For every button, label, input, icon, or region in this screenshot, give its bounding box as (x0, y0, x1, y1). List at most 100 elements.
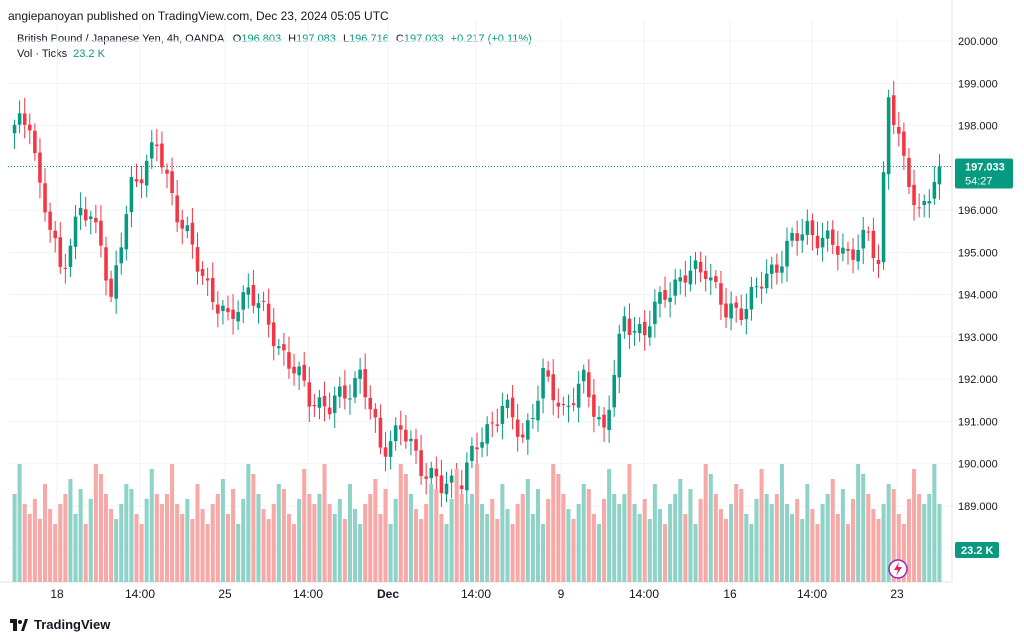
x-tick-label: 14:00 (797, 587, 827, 601)
volume-bar (647, 519, 652, 582)
candle-body (292, 366, 296, 374)
volume-bar (576, 504, 581, 582)
volume-bar (271, 504, 276, 582)
candle-body (673, 279, 677, 296)
candle-body (785, 240, 789, 267)
x-tick-label: 9 (558, 587, 565, 601)
candle-body (282, 344, 286, 351)
volume-bar (109, 509, 114, 582)
volume-bar (170, 464, 175, 582)
candle-body (205, 278, 210, 281)
y-tick-label: 191.000 (958, 416, 998, 428)
volume-bar (683, 514, 688, 582)
volume-bar (912, 469, 917, 582)
volume-badge (955, 542, 999, 558)
x-tick-label: 18 (50, 587, 64, 601)
volume-bar (840, 489, 845, 582)
volume-bar (566, 509, 571, 582)
candle-body (419, 450, 423, 476)
candle-body (881, 172, 886, 263)
volume-bar (144, 499, 149, 582)
volume-bar (424, 504, 429, 582)
candle-body (495, 424, 500, 426)
volume-bar (63, 494, 68, 582)
volume-bar (119, 504, 124, 582)
volume-bar (891, 489, 896, 582)
volume-bar (474, 464, 480, 582)
x-tick-label: 14:00 (461, 587, 491, 601)
candle-body (373, 408, 378, 418)
volume-bar (129, 489, 134, 582)
volume-bar (332, 514, 337, 582)
volume-bar (439, 514, 444, 582)
volume-bar (561, 494, 566, 582)
candle-body (937, 166, 942, 185)
volume-bar (851, 499, 856, 582)
candle-body (68, 245, 73, 267)
volume-bar (276, 484, 281, 582)
volume-bar (754, 499, 759, 582)
volume-bar (510, 524, 515, 582)
candle-body (790, 232, 794, 241)
candle-body (459, 485, 464, 490)
volume-bar (413, 509, 419, 582)
volume-bar (723, 519, 729, 582)
candle-body (368, 397, 373, 410)
candle-body (343, 385, 347, 399)
volume-bar (835, 514, 840, 582)
candle-body (134, 179, 139, 182)
candle-body (439, 475, 444, 494)
candle-body (251, 285, 256, 306)
volume-bar (657, 509, 662, 582)
volume-bar (256, 494, 261, 582)
candle-body (922, 201, 926, 206)
candle-body (607, 409, 611, 431)
volume-bar (246, 464, 251, 582)
volume-bar (48, 509, 53, 582)
candle-body (353, 378, 357, 398)
candle-body (185, 225, 190, 232)
volume-label[interactable]: Vol · Ticks (17, 48, 68, 60)
candle-body (734, 302, 738, 308)
volume-bar (134, 514, 139, 582)
volume-bar (327, 504, 332, 582)
volume-bar (825, 494, 830, 582)
volume-bar (749, 524, 754, 582)
high-value: 197.083 (296, 33, 336, 45)
candle-body (327, 407, 332, 415)
volume-bar (871, 509, 876, 582)
candle-body (871, 230, 876, 259)
volume-bar (490, 499, 495, 582)
volume-bar (617, 504, 622, 582)
volume-bar (297, 499, 302, 582)
candle-body (693, 260, 698, 270)
volume-bar (541, 524, 546, 582)
candle-body (409, 438, 413, 442)
y-tick-label: 199.000 (958, 78, 998, 90)
volume-bar (210, 504, 215, 582)
candle-body (317, 397, 322, 408)
volume-bar (231, 489, 236, 582)
candle-body (470, 445, 474, 461)
candle-body (510, 397, 515, 418)
candle-body (424, 476, 428, 479)
volume-bar (12, 494, 17, 582)
volume-bar (200, 509, 205, 582)
volume-bar (769, 504, 774, 582)
candle-body (856, 249, 860, 262)
candle-body (714, 276, 718, 282)
candle-body (642, 321, 647, 336)
volume-bar (261, 509, 266, 582)
candle-body (17, 113, 22, 125)
volume-bar (185, 499, 190, 582)
volume-bar (251, 474, 256, 582)
open-label: O (232, 33, 242, 45)
candle-body (190, 222, 195, 245)
candle-body (139, 179, 144, 184)
candle-body (866, 231, 871, 233)
candle-body (170, 171, 174, 193)
volume-bar (363, 504, 368, 582)
symbol-name[interactable]: British Pound / Japanese Yen, 4h, OANDA (17, 33, 224, 45)
volume-bar (347, 484, 352, 582)
